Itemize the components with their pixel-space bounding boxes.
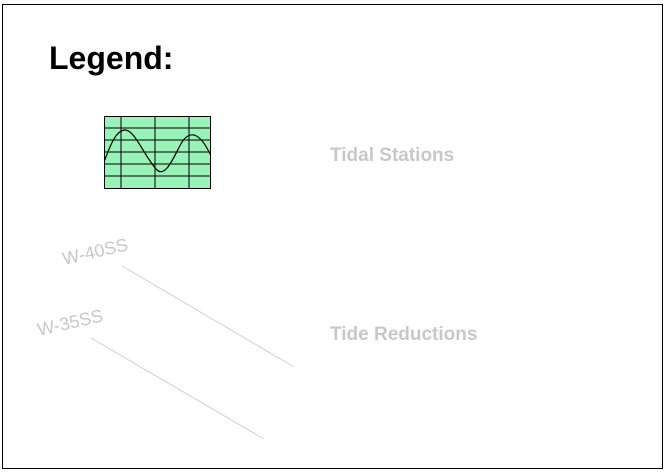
slide-title: Legend: bbox=[49, 40, 174, 76]
tide-reduction-line-w40ss bbox=[121, 265, 295, 368]
tide-graph-icon bbox=[103, 116, 212, 189]
tide-reduction-line-w35ss bbox=[90, 337, 265, 440]
tide-reductions-label: Tide Reductions bbox=[330, 324, 478, 345]
line-label-w40ss: W-40SS bbox=[60, 234, 129, 268]
tidal-stations-label: Tidal Stations bbox=[330, 145, 455, 166]
legend-slide bbox=[2, 4, 663, 469]
line-label-w35ss: W-35SS bbox=[35, 305, 104, 339]
